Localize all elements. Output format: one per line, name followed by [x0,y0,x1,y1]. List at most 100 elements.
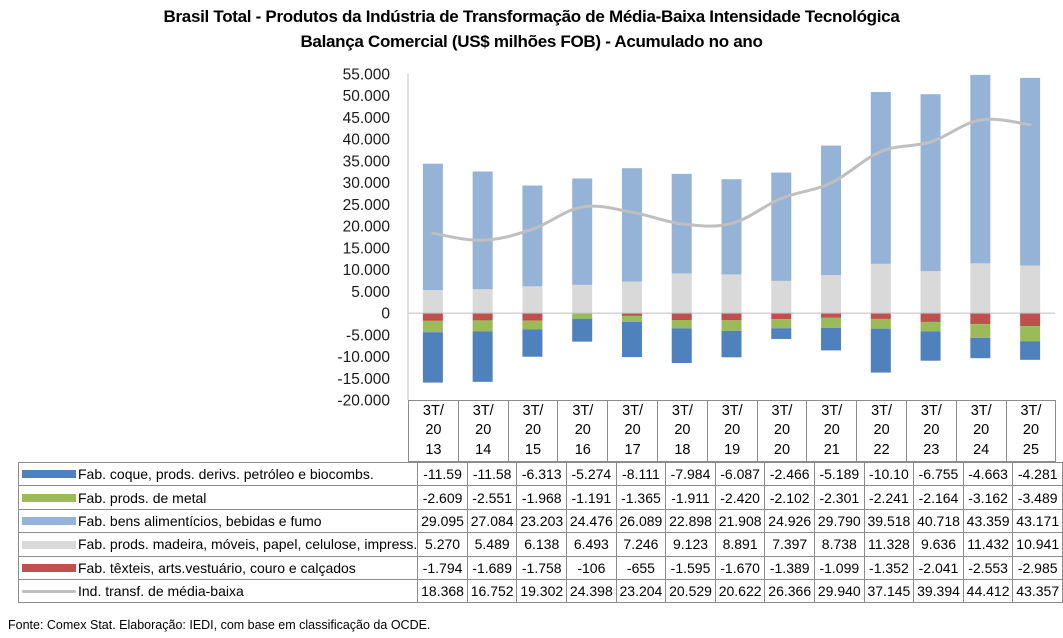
y-tick-label: 15.000 [343,240,391,257]
y-tick-label: 20.000 [343,219,391,236]
data-cell: -1.352 [863,555,915,580]
category-axis-table: 3T/20 13 3T/20 14 3T/20 15 3T/20 16 3T/20 17 3T/20… [408,400,1057,462]
data-cell: 7.397 [764,532,816,557]
bar-segment [920,94,941,272]
category-label: 3T/20 17 [607,400,658,462]
legend-label: Fab. prods. de metal [78,489,207,506]
bar-segment [721,313,742,321]
bar-segment [472,171,493,290]
bar-segment [522,320,543,330]
data-cell: -4.663 [962,461,1014,487]
data-cell: 43.171 [1012,508,1063,534]
data-cell: -655 [615,555,667,580]
bar-segment [970,324,991,338]
data-cell: -1.758 [516,555,568,580]
line-path [431,117,1032,242]
category-label: 3T/20 14 [457,400,509,462]
bar-segment [422,290,443,314]
data-cell: 6.138 [516,532,568,557]
data-table-row: Ind. transf. de média-baixa 18.368 16.752 1… [17,578,1063,604]
data-cell: -6.087 [714,461,766,487]
data-table-row: Fab. coque, prods. derivs. petróleo e bi… [17,461,1063,487]
data-cell: 20.529 [665,578,716,604]
data-cell: -2.102 [764,485,816,510]
chart-plot-area: 55.000 50.000 45.000 40.000 35.000 30.000 25.0… [337,67,1055,410]
y-tick-label: -20.000 [337,393,390,410]
data-cell: 22.898 [665,508,716,534]
bar-segment [771,172,792,281]
bar-segment [671,319,692,329]
data-cell: 11.432 [962,532,1014,557]
bar-segment [621,313,642,316]
data-cell: -2.985 [1012,555,1063,580]
data-cell: 43.359 [962,508,1014,534]
y-tick-label: 55.000 [343,67,391,84]
y-tick-label: 0 [381,306,390,323]
bar-segment [771,280,792,314]
data-cell: 8.891 [714,532,766,557]
bar-segment [970,74,991,264]
bar-segment [821,275,842,314]
category-label: 3T/20 13 [408,400,459,462]
bar-segment [920,313,941,322]
y-tick-label: -5.000 [346,327,390,344]
y-tick-label: 45.000 [343,110,391,127]
bar-segment [870,92,891,264]
data-cell: -1.365 [615,485,667,510]
data-cell: -4.281 [1012,461,1063,487]
data-cell: 39.394 [913,578,964,604]
data-cell: 40.718 [913,508,964,534]
data-cell: 44.412 [962,578,1014,604]
y-tick-label: 40.000 [343,132,391,149]
legend-color-swatch-icon [22,540,76,549]
category-label: 3T/20 19 [706,400,758,462]
data-cell: 16.752 [466,578,518,604]
y-tick-label: 10.000 [343,262,391,279]
legend-entry: Fab. coque, prods. derivs. petróleo e bi… [17,461,419,487]
legend-entry: Ind. transf. de média-baixa [17,578,419,604]
data-cell: -2.466 [764,461,816,487]
category-label: 3T/20 21 [806,400,858,462]
data-cell: -1.670 [714,555,766,580]
bar-segment [920,321,941,332]
data-cell: -2.301 [814,485,865,510]
data-cell: 10.941 [1012,532,1063,557]
bar-segment [621,315,642,322]
bar-segment [671,328,692,364]
data-cell: 26.089 [615,508,667,534]
data-cell: 29.095 [417,508,468,534]
category-label: 3T/20 16 [557,400,609,462]
bar-segment [970,313,991,325]
data-cell: 20.622 [714,578,766,604]
category-label: 3T/20 15 [507,400,559,462]
legend-color-swatch-icon [22,517,76,526]
category-label: 3T/20 25 [1005,400,1057,462]
data-cell: 9.636 [913,532,964,557]
bar-segment [721,274,742,314]
bar-segment [572,318,593,342]
legend-color-swatch-icon [22,470,76,479]
data-cell: 26.366 [764,578,816,604]
y-tick-label: 5.000 [351,284,390,301]
data-cell: -8.111 [615,461,667,487]
bar-segment [572,313,593,319]
data-cell: -6.755 [913,461,964,487]
y-tick-label: -10.000 [337,349,390,366]
chart-title: Brasil Total - Produtos da Indústria de … [163,7,900,26]
legend-entry: Fab. prods. madeira, móveis, papel, celu… [17,532,419,557]
data-cell: 18.368 [417,578,468,604]
bar-segment [1020,326,1041,342]
bar-segment [522,313,543,321]
data-table-legend: Fab. coque, prods. derivs. petróleo e bi… [17,461,1063,604]
data-cell: 21.908 [714,508,766,534]
bar-segment [472,289,493,314]
data-cell: -2.420 [714,485,766,510]
data-cell: -2.553 [962,555,1014,580]
category-label: 3T/20 20 [756,400,808,462]
bar-segment [572,284,593,314]
data-cell: -3.162 [962,485,1014,510]
bar-segment [1020,265,1041,314]
data-cell: -2.609 [417,485,468,510]
data-cell: -1.191 [566,485,617,510]
bar-segment [621,281,642,314]
